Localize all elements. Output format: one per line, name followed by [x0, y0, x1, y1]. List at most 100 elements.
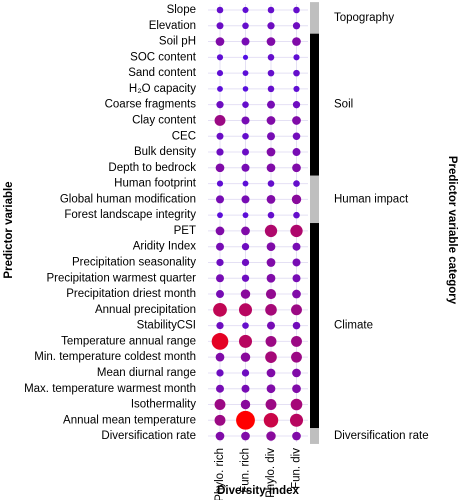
- dot: [290, 224, 303, 238]
- y-tick-label: Clay content: [132, 114, 197, 126]
- dot: [242, 54, 249, 60]
- dot: [293, 85, 300, 92]
- y-tick-label: Bulk density: [134, 146, 196, 158]
- y-tick-label: CEC: [172, 130, 196, 142]
- dot: [241, 369, 250, 377]
- dot: [241, 431, 250, 441]
- dot: [263, 413, 279, 428]
- dot: [238, 303, 253, 317]
- dot: [292, 163, 301, 173]
- dot: [292, 274, 301, 283]
- dot: [292, 22, 301, 30]
- group-bar: [310, 2, 319, 34]
- y-tick-label: Precipitation warmest quarter: [46, 272, 196, 284]
- dot: [216, 6, 224, 14]
- dot: [293, 69, 300, 77]
- y-axis-title: Predictor variable: [3, 181, 15, 278]
- dot: [216, 384, 224, 393]
- y-tick-label: Mean diurnal range: [97, 367, 196, 379]
- dot: [265, 335, 277, 347]
- dot: [292, 431, 301, 441]
- dot: [241, 274, 250, 282]
- dot: [293, 54, 300, 61]
- dot: [241, 226, 250, 236]
- dot: [241, 37, 250, 46]
- dot: [216, 274, 224, 283]
- dot: [242, 22, 249, 30]
- dot: [242, 70, 249, 77]
- y-tick-label: Slope: [167, 4, 196, 16]
- y-tick-label: Depth to bedrock: [108, 162, 196, 174]
- dot: [265, 351, 277, 363]
- dot: [266, 163, 276, 173]
- dot: [216, 369, 224, 377]
- dot: [266, 273, 276, 283]
- dot: [289, 413, 304, 427]
- y-tick-label: Soil pH: [159, 36, 196, 48]
- y-tick-label: H₂O capacity: [129, 83, 196, 95]
- y-tick-label: Temperature annual range: [61, 335, 196, 347]
- dot: [292, 368, 301, 378]
- group-bar: [310, 223, 319, 429]
- dot: [290, 398, 303, 411]
- dot: [238, 334, 253, 348]
- dot: [242, 322, 249, 329]
- group-label: Topography: [334, 12, 394, 24]
- dot: [266, 384, 276, 394]
- dot: [267, 321, 275, 330]
- dot: [241, 163, 250, 172]
- dot: [216, 54, 224, 61]
- group-label: Human impact: [334, 193, 409, 205]
- dot: [267, 69, 275, 77]
- dot: [266, 368, 276, 378]
- dot: [266, 258, 276, 267]
- dot: [292, 148, 301, 157]
- y-tick-label: Global human modification: [60, 193, 196, 205]
- y-tick-label: Aridity Index: [133, 241, 197, 253]
- dot: [266, 116, 276, 125]
- dot: [291, 194, 302, 205]
- dot: [216, 132, 224, 140]
- dot: [214, 115, 226, 126]
- dot: [266, 195, 276, 204]
- dot: [293, 180, 300, 187]
- y-tick-label: Precipitation driest month: [66, 288, 196, 300]
- dot: [267, 180, 275, 187]
- dot: [291, 304, 302, 316]
- dot: [217, 212, 223, 219]
- y-tick-label: Annual mean temperature: [63, 414, 196, 426]
- dot: [264, 224, 278, 238]
- dot: [242, 180, 249, 187]
- y-tick-label: SOC content: [130, 51, 197, 63]
- dot: [267, 100, 275, 109]
- dot: [242, 86, 249, 92]
- dot: [265, 399, 277, 410]
- dot: [215, 226, 225, 236]
- y-tick-label: Diversification rate: [101, 430, 196, 442]
- dot: [215, 431, 225, 441]
- dot: [292, 242, 301, 251]
- dot: [292, 116, 301, 125]
- dot: [267, 132, 275, 141]
- y-tick-label: Elevation: [149, 20, 196, 32]
- y-tick-label: Annual precipitation: [95, 304, 196, 316]
- dot: [215, 163, 225, 173]
- y-tick-label: Max. temperature warmest month: [24, 383, 196, 395]
- dot: [292, 321, 301, 330]
- dot: [217, 85, 223, 92]
- dot: [267, 85, 275, 93]
- dot: [291, 351, 302, 363]
- dot: [242, 6, 249, 14]
- dot: [266, 37, 276, 46]
- dot: [240, 399, 251, 410]
- dot: [293, 211, 300, 219]
- dot: [267, 54, 275, 61]
- dot: [267, 6, 275, 14]
- dot: [242, 148, 249, 156]
- dot: [266, 242, 276, 252]
- dot: [216, 22, 224, 30]
- dot: [213, 302, 227, 317]
- y-tick-label: Forest landscape integrity: [64, 209, 196, 221]
- group-bar: [310, 33, 319, 176]
